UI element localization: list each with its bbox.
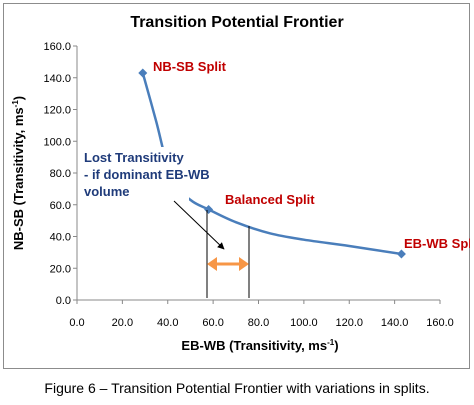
x-tick-label: 20.0 xyxy=(112,317,133,329)
x-tick-label: 160.0 xyxy=(426,317,454,329)
x-tick-label: 40.0 xyxy=(157,317,178,329)
annotation-lost-transitivity-line1: Lost Transitivity xyxy=(84,150,184,165)
x-tick-label: 120.0 xyxy=(335,317,363,329)
x-tick-label: 80.0 xyxy=(248,317,269,329)
lost-transitivity-box xyxy=(81,147,189,203)
chart-title: Transition Potential Frontier xyxy=(130,14,343,31)
x-tick-label: 100.0 xyxy=(290,317,318,329)
chart-svg: Transition Potential Frontier 0.0 20.0 40.… xyxy=(11,14,470,353)
y-tick-label: 20.0 xyxy=(50,263,71,275)
annotation-nb-sb-split: NB-SB Split xyxy=(153,59,227,74)
lost-transitivity-arrow xyxy=(173,200,225,250)
annotation-lost-transitivity-line3: volume xyxy=(84,184,130,199)
data-point-marker xyxy=(138,68,148,78)
x-axis-label: EB-WB (Transitivity, ms-1) xyxy=(181,338,338,353)
range-arrow xyxy=(207,257,249,271)
annotation-balanced-split: Balanced Split xyxy=(225,192,315,207)
x-axis-ticks: 0.0 20.0 40.0 60.0 80.0 100.0 120.0 140.0 160.0 xyxy=(69,300,454,329)
y-tick-label: 40.0 xyxy=(50,232,71,244)
y-tick-label: 160.0 xyxy=(43,41,71,53)
y-axis-label: NB-SB (Transitivity, ms-1) xyxy=(11,96,26,250)
y-tick-label: 100.0 xyxy=(43,136,71,148)
annotation-lost-transitivity-line2: - if dominant EB-WB xyxy=(84,167,210,182)
x-tick-label: 0.0 xyxy=(69,317,84,329)
data-point-marker xyxy=(396,249,406,259)
chart-frame: Transition Potential Frontier 0.0 20.0 40.… xyxy=(3,3,470,369)
x-tick-label: 140.0 xyxy=(381,317,409,329)
y-tick-label: 60.0 xyxy=(50,200,71,212)
y-tick-label: 80.0 xyxy=(50,168,71,180)
y-tick-label: 120.0 xyxy=(43,105,71,117)
series-markers xyxy=(138,68,406,259)
y-tick-label: 140.0 xyxy=(43,73,71,85)
x-tick-label: 60.0 xyxy=(202,317,223,329)
figure-caption: Figure 6 – Transition Potential Frontier… xyxy=(44,380,430,396)
annotation-eb-wb-split: EB-WB Split xyxy=(404,236,470,251)
data-point-marker xyxy=(204,205,214,215)
y-axis-ticks: 0.0 20.0 40.0 60.0 80.0 100.0 120.0 140.0 160.0 xyxy=(43,41,77,307)
y-tick-label: 0.0 xyxy=(56,295,71,307)
